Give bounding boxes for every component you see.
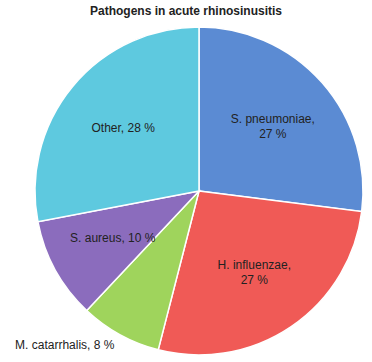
pie-slice: [199, 27, 363, 212]
data-label-line: 27 %: [241, 273, 269, 287]
data-label: S. aureus, 10 %: [70, 231, 156, 245]
data-labels: S. pneumoniae,27 %H. influenzae,27 %M. c…: [15, 112, 315, 352]
data-label: H. influenzae,27 %: [218, 258, 291, 287]
data-label: S. pneumoniae,27 %: [231, 112, 315, 141]
data-label-line: 27 %: [259, 127, 287, 141]
pie-slices: [35, 27, 363, 355]
data-label-line: H. influenzae,: [218, 258, 291, 272]
chart-title: Pathogens in acute rhinosinusitis: [90, 4, 282, 18]
data-label: Other, 28 %: [91, 121, 155, 135]
pie-slice: [35, 27, 199, 222]
data-label: M. catarrhalis, 8 %: [15, 338, 115, 352]
chart-container: Pathogens in acute rhinosinusitis S. pneu…: [0, 0, 372, 362]
chart-svg: Pathogens in acute rhinosinusitis S. pneu…: [0, 0, 372, 362]
data-label-line: S. pneumoniae,: [231, 112, 315, 126]
